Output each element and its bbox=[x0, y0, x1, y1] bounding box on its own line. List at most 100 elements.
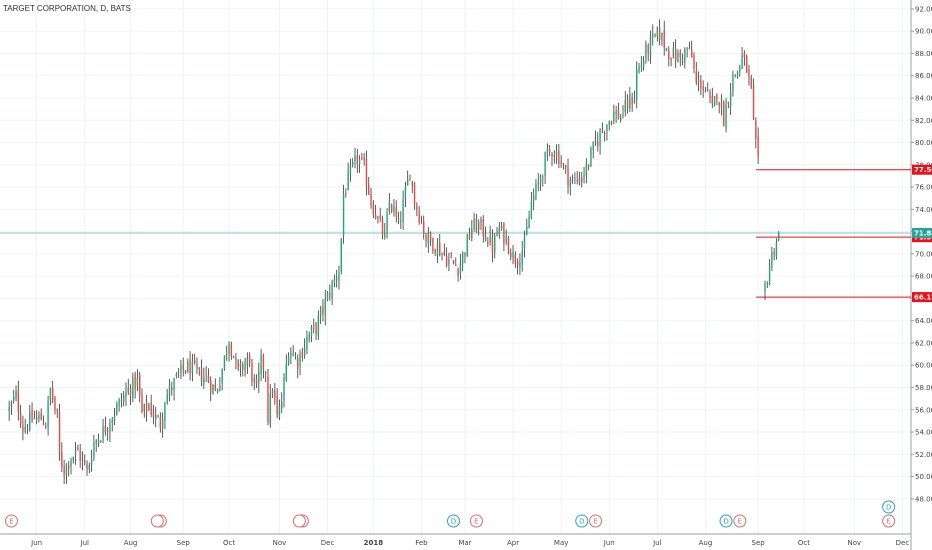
x-tick-label: Mar bbox=[458, 539, 471, 547]
candle-body bbox=[68, 465, 70, 469]
candle-body bbox=[269, 393, 271, 424]
candle-body bbox=[631, 97, 633, 105]
candle-body bbox=[633, 99, 636, 104]
candle-body bbox=[370, 193, 372, 205]
candle-body bbox=[212, 385, 214, 394]
candle-body bbox=[574, 178, 576, 180]
candle-body bbox=[292, 353, 294, 356]
candle-body bbox=[661, 32, 663, 41]
dividend-marker bbox=[719, 514, 733, 528]
candle-body bbox=[31, 410, 33, 420]
candle-body bbox=[597, 141, 599, 146]
x-tick-label: Sep bbox=[752, 539, 766, 547]
candle-body bbox=[127, 387, 129, 393]
candle-body bbox=[704, 91, 707, 93]
candle-body bbox=[404, 187, 407, 199]
candle-body bbox=[539, 178, 542, 185]
candle-body bbox=[688, 48, 691, 50]
candle-body bbox=[232, 356, 235, 358]
candle-body bbox=[473, 218, 475, 230]
candle-body bbox=[384, 232, 386, 238]
candle-body bbox=[707, 89, 709, 91]
candle-body bbox=[734, 74, 736, 76]
candle-body bbox=[264, 372, 267, 374]
candle-body bbox=[553, 155, 555, 157]
candle-body bbox=[464, 253, 466, 256]
candle-body bbox=[654, 34, 656, 36]
candle-body bbox=[40, 412, 42, 421]
candle-body bbox=[530, 201, 533, 218]
candle-body bbox=[624, 100, 626, 113]
event-marker-label: D bbox=[886, 504, 891, 512]
candle-body bbox=[356, 155, 359, 164]
y-tick-label: 56.00 bbox=[915, 406, 932, 414]
candle-body bbox=[333, 278, 336, 283]
candle-body bbox=[578, 177, 581, 184]
candle-body bbox=[491, 236, 494, 253]
current-price-tag-bg bbox=[912, 227, 932, 238]
candle-body bbox=[608, 120, 610, 126]
candle-body bbox=[736, 71, 739, 77]
candle-body bbox=[253, 378, 255, 382]
candle-body bbox=[155, 415, 157, 420]
candle-body bbox=[175, 374, 178, 377]
price-level-tag: 77.56 bbox=[914, 166, 932, 174]
earnings-marker bbox=[292, 514, 306, 528]
candle-body bbox=[416, 206, 418, 210]
candle-body bbox=[84, 459, 86, 464]
candle-body bbox=[145, 402, 148, 413]
candle-body bbox=[681, 58, 684, 61]
candle-body bbox=[331, 282, 333, 299]
candle-body bbox=[54, 397, 56, 410]
candle-body bbox=[122, 395, 125, 402]
x-tick-label: Aug bbox=[699, 539, 713, 547]
candle-body bbox=[665, 48, 668, 51]
candle-body bbox=[748, 70, 750, 77]
candle-body bbox=[585, 164, 588, 176]
candle-body bbox=[278, 405, 281, 418]
x-tick-label: Oct bbox=[223, 539, 235, 547]
candle-body bbox=[274, 390, 276, 399]
candle-body bbox=[606, 124, 608, 132]
candle-body bbox=[413, 183, 416, 205]
candle-body bbox=[324, 298, 326, 316]
candle-body bbox=[290, 353, 292, 357]
current-price-tag: 71.88 bbox=[914, 229, 932, 237]
candle-body bbox=[581, 177, 583, 182]
event-marker-label: E bbox=[738, 518, 742, 526]
candle-body bbox=[104, 426, 107, 433]
candle-body bbox=[571, 179, 574, 181]
candle-body bbox=[251, 362, 253, 382]
candle-body bbox=[475, 218, 478, 233]
candle-body bbox=[152, 412, 155, 418]
candle-body bbox=[207, 375, 210, 383]
event-marker-label: D bbox=[579, 518, 584, 526]
candle-body bbox=[235, 358, 237, 361]
candle-body bbox=[262, 354, 265, 371]
candle-body bbox=[365, 159, 368, 187]
candle-body bbox=[713, 96, 716, 106]
candle-body bbox=[567, 167, 569, 186]
x-tick-label: Jul bbox=[80, 539, 90, 547]
candle-body bbox=[640, 65, 643, 67]
candle-body bbox=[347, 171, 349, 191]
candle-body bbox=[732, 74, 734, 93]
candle-body bbox=[455, 264, 457, 267]
candle-body bbox=[741, 55, 743, 69]
candle-body bbox=[526, 226, 528, 236]
candle-body bbox=[63, 466, 65, 476]
candle-body bbox=[182, 364, 184, 370]
y-tick-label: 52.00 bbox=[915, 451, 932, 459]
candle-body bbox=[411, 181, 413, 186]
candle-body bbox=[171, 387, 173, 391]
candle-body bbox=[109, 424, 111, 433]
price-tags: 77.5671.5066.1271.88 bbox=[912, 164, 932, 303]
event-marker-label: D bbox=[451, 518, 456, 526]
candle-body bbox=[560, 161, 562, 164]
candle-body bbox=[672, 48, 675, 59]
candle-body bbox=[374, 214, 377, 219]
candle-body bbox=[129, 388, 132, 396]
candle-body bbox=[642, 60, 645, 67]
